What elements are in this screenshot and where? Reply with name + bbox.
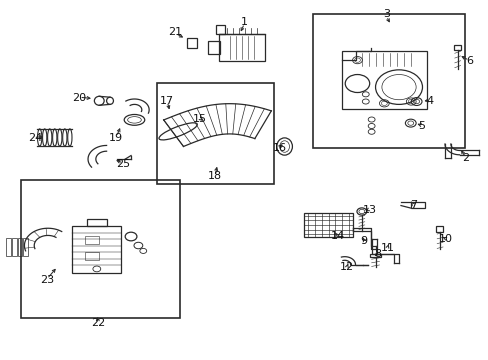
Bar [216, 25, 224, 34]
Bar [453, 45, 460, 50]
Text: 15: 15 [192, 114, 206, 124]
Text: 23: 23 [40, 275, 54, 285]
Text: 7: 7 [409, 200, 416, 210]
Text: 5: 5 [417, 121, 424, 131]
Bar [23, 238, 28, 256]
Bar [20, 180, 180, 318]
Text: 17: 17 [160, 96, 174, 106]
Text: 6: 6 [465, 56, 472, 66]
Text: 24: 24 [28, 132, 42, 143]
Bar [410, 202, 425, 208]
Text: 25: 25 [116, 159, 130, 169]
Text: 1: 1 [241, 17, 247, 27]
Bar [435, 226, 442, 232]
Bar [84, 236, 99, 244]
Bar [6, 238, 11, 256]
Text: 14: 14 [330, 231, 344, 241]
Text: 4: 4 [426, 96, 433, 106]
Text: 9: 9 [360, 236, 367, 246]
Text: 12: 12 [340, 262, 353, 272]
Bar [369, 254, 381, 257]
Text: 18: 18 [208, 171, 222, 181]
Bar [12, 238, 17, 256]
Text: 2: 2 [461, 153, 468, 163]
Bar [84, 252, 99, 260]
Text: 8: 8 [374, 249, 381, 259]
Text: 13: 13 [363, 204, 376, 215]
Bar [304, 213, 352, 237]
Bar [208, 41, 220, 54]
Text: 3: 3 [382, 9, 389, 19]
Bar [18, 238, 22, 256]
Bar [157, 83, 273, 184]
Bar [219, 34, 264, 61]
Bar [341, 51, 427, 109]
Text: 11: 11 [380, 243, 394, 253]
Text: 21: 21 [168, 27, 182, 37]
Text: 22: 22 [90, 318, 105, 328]
Bar [72, 226, 121, 273]
Bar [186, 38, 196, 48]
Bar [87, 219, 106, 226]
Text: 10: 10 [438, 234, 452, 244]
Text: 20: 20 [72, 93, 86, 103]
Bar [312, 14, 464, 148]
Text: 19: 19 [109, 132, 123, 143]
Text: 16: 16 [272, 143, 286, 153]
